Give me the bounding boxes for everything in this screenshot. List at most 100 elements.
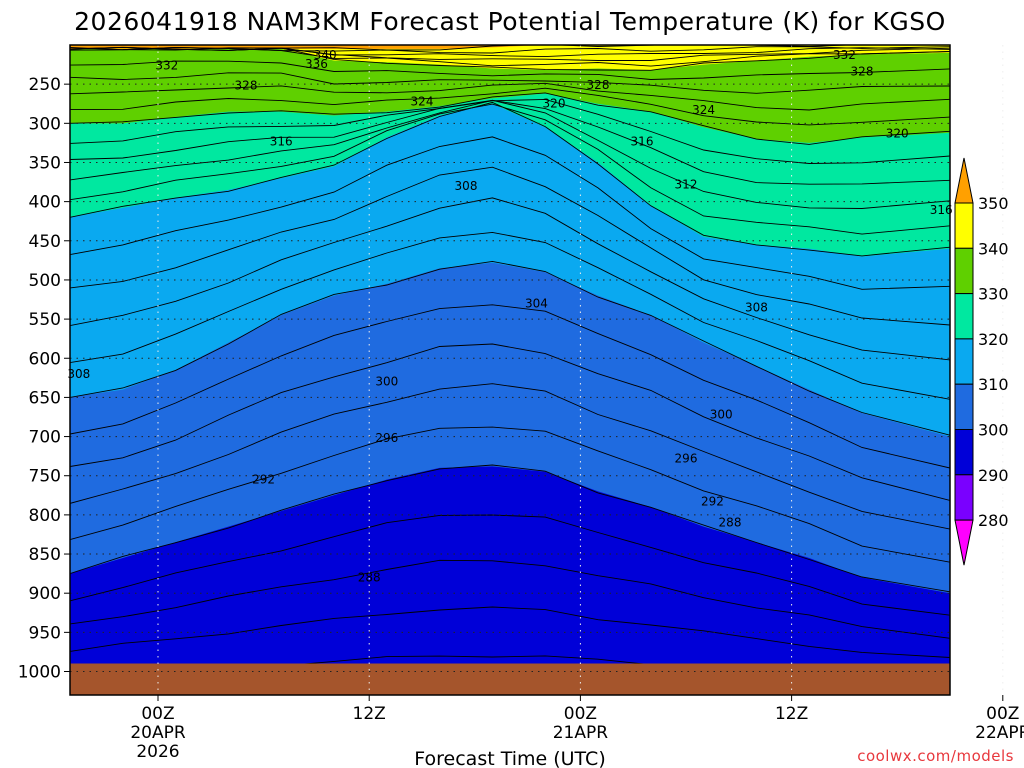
contour-label: 320 — [543, 97, 566, 111]
gridlines — [70, 45, 1004, 695]
contour-label: 324 — [411, 94, 434, 108]
contour-label: 316 — [270, 134, 293, 148]
contour-label: 324 — [692, 103, 715, 117]
contour-line-296 — [70, 343, 950, 501]
contour-line-322 — [70, 87, 950, 126]
source-credit: coolwx.com/models — [857, 747, 1014, 765]
x-tick-label: 00Z — [986, 704, 1019, 724]
y-tick-label: 900 — [29, 584, 61, 604]
contour-line-330 — [70, 46, 950, 71]
contour-line-298 — [70, 304, 950, 469]
colorbar-segment — [954, 383, 974, 431]
y-axis-pressure: 250 300 350 400 450 500 550 600 650 700 750 800 850 9… — [18, 75, 70, 683]
chart-title: 2026041918 NAM3KM Forecast Potential Tem… — [74, 7, 946, 36]
x-axis-time: 00Z20APR202612Z00Z21APR12Z00Z22APR — [130, 695, 1024, 762]
contour-line-310 — [70, 101, 950, 257]
contour-line-292 — [70, 426, 950, 563]
x-tick-label: 12Z — [353, 704, 386, 724]
contour-line-320 — [70, 92, 950, 145]
contour-label: 312 — [675, 177, 698, 191]
x-tick-label: 00Z — [141, 704, 174, 724]
y-tick-label: 600 — [29, 349, 61, 369]
contour-line-294 — [70, 383, 950, 530]
contour-label: 288 — [358, 571, 381, 585]
contour-label: 328 — [587, 78, 610, 92]
colorbar-segment — [954, 474, 974, 521]
colorbar-over-triangle — [954, 157, 974, 204]
contour-label: 308 — [455, 179, 478, 193]
contour-label: 328 — [235, 79, 258, 93]
x-tick-label: 12Z — [775, 704, 808, 724]
colorbar-segment — [954, 293, 974, 340]
y-tick-label: 400 — [29, 193, 61, 213]
contour-label: 336 — [305, 57, 328, 71]
x-tick-label: 21APR — [553, 723, 609, 743]
contour-line-326 — [70, 72, 950, 94]
contour-label: 316 — [930, 203, 953, 217]
colorbar-label: 300 — [978, 421, 1009, 440]
contour-label: 296 — [675, 451, 698, 465]
band-fill-290 — [70, 466, 950, 695]
colorbar-label: 350 — [978, 194, 1009, 213]
contour-line-284 — [70, 606, 950, 658]
colorbar-segment — [954, 202, 974, 249]
x-tick-label: 00Z — [564, 704, 597, 724]
y-tick-label: 250 — [29, 75, 61, 95]
contour-line-288 — [70, 514, 950, 616]
contour-label: 332 — [155, 58, 178, 72]
x-tick-label: 20APR — [130, 723, 186, 743]
y-tick-label: 450 — [29, 232, 61, 252]
contour-label: 296 — [375, 431, 398, 445]
colorbar-label: 340 — [978, 239, 1009, 258]
contour-line-304 — [70, 197, 950, 361]
contour-label: 316 — [631, 134, 654, 148]
colorbar-label: 330 — [978, 285, 1009, 304]
colorbar-segment — [954, 429, 974, 476]
y-tick-label: 950 — [29, 623, 61, 643]
plot-frame — [69, 44, 951, 696]
contour-line-324 — [70, 82, 950, 111]
contour-label: 304 — [525, 296, 548, 310]
contour-label: 288 — [719, 516, 742, 530]
y-tick-label: 650 — [29, 388, 61, 408]
colorbar-label: 280 — [978, 511, 1009, 530]
contour-line-328 — [70, 60, 950, 80]
y-tick-label: 850 — [29, 545, 61, 565]
y-tick-label: 700 — [29, 428, 61, 448]
contour-line-290 — [70, 464, 950, 593]
y-tick-label: 1000 — [18, 663, 61, 683]
contour-line-318 — [70, 98, 950, 164]
y-tick-label: 350 — [29, 153, 61, 173]
x-tick-label: 22APR — [975, 723, 1024, 743]
colorbar: 280 290 300 310 320 330 340 350 — [954, 157, 1009, 566]
contour-line-306 — [70, 166, 950, 326]
y-tick-label: 800 — [29, 506, 61, 526]
y-tick-label: 550 — [29, 310, 61, 330]
contour-label: 328 — [851, 65, 874, 79]
y-tick-label: 300 — [29, 114, 61, 134]
colorbar-label: 320 — [978, 330, 1009, 349]
contour-label: 300 — [375, 375, 398, 389]
contour-label: 308 — [67, 367, 90, 381]
contour-line-336 — [70, 47, 950, 58]
y-tick-label: 750 — [29, 467, 61, 487]
contour-label: 308 — [745, 300, 768, 314]
colorbar-segment — [954, 247, 974, 295]
ground-surface — [70, 663, 950, 695]
contour-label: 292 — [701, 495, 724, 509]
band-fill-280 — [70, 703, 950, 715]
x-tick-label: 2026 — [136, 742, 179, 762]
contour-line-312 — [70, 103, 950, 235]
colorbar-under-triangle — [954, 519, 974, 566]
contour-label: 300 — [710, 408, 733, 422]
contour-line-286 — [70, 559, 950, 639]
colorbar-segment — [954, 338, 974, 385]
contour-label: 320 — [886, 126, 909, 140]
contour-line-308 — [70, 136, 950, 290]
contour-line-300 — [70, 260, 950, 436]
contour-line-302 — [70, 231, 950, 400]
colorbar-label: 290 — [978, 466, 1009, 485]
